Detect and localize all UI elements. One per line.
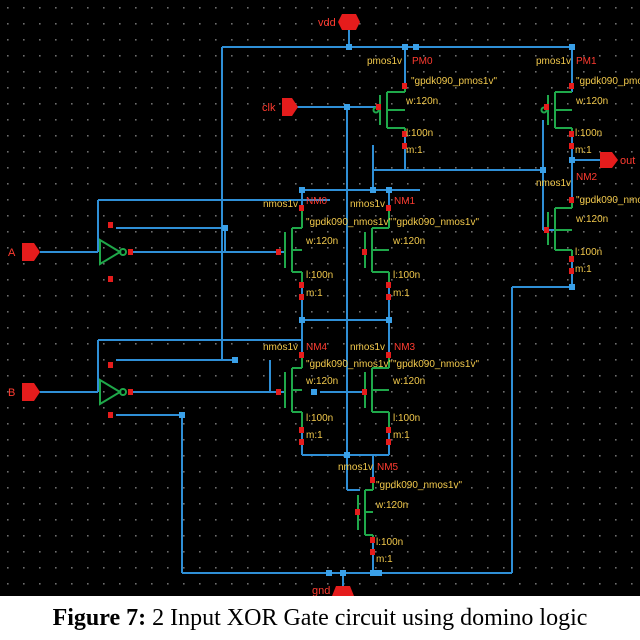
nm0-model-label: "gpdk090_nmos1v" <box>306 217 392 228</box>
nm4-type-label: nmos1v <box>263 342 298 353</box>
out-pin-label: out <box>620 155 635 167</box>
nm0-transistor[interactable] <box>284 208 303 285</box>
b-pin-label: B <box>8 387 15 399</box>
pm1-mult-label: m:1 <box>575 145 592 156</box>
nm1-mult-label: m:1 <box>393 288 410 299</box>
junction-dot <box>344 452 350 458</box>
wires <box>40 30 605 590</box>
schematic-drawing: vdd clk A B out gnd pmos1v PM0 "gpdk090_… <box>0 0 640 596</box>
pin-stubs <box>108 83 574 555</box>
nm0-instance-label: NM0 <box>306 196 328 207</box>
nm2-instance-label: NM2 <box>576 172 598 183</box>
pm0-model-label: "gpdk090_pmos1v" <box>411 76 497 87</box>
pm1-length-label: l:100n <box>575 128 602 139</box>
io-pins <box>22 14 618 596</box>
nm4-mult-label: m:1 <box>306 430 323 441</box>
junction-dot <box>311 389 317 395</box>
schematic-canvas: vdd clk A B out gnd pmos1v PM0 "gpdk090_… <box>0 0 640 596</box>
junction-dots <box>179 44 575 576</box>
nm5-instance-label: NM5 <box>377 462 399 473</box>
nm3-mult-label: m:1 <box>393 430 410 441</box>
junction-dot <box>376 570 382 576</box>
nm1-model-label: "gpdk090_nmos1v" <box>393 217 479 228</box>
nm1-instance-label: NM1 <box>394 196 416 207</box>
b-pin-shape[interactable] <box>22 383 40 401</box>
nm2-type-label: nmos1v <box>536 178 571 189</box>
nm2-width-label: w:120n <box>575 214 608 225</box>
vdd-pin-label: vdd <box>318 17 336 29</box>
nm4-length-label: l:100n <box>306 413 333 424</box>
junction-dot <box>402 44 408 50</box>
nm5-width-label: w:120n <box>375 500 408 511</box>
nm0-width-label: w:120n <box>305 236 338 247</box>
nm5-mult-label: m:1 <box>376 554 393 565</box>
a-pin-shape[interactable] <box>22 243 40 261</box>
nm5-type-label: nmos1v <box>338 462 373 473</box>
junction-dot <box>299 317 305 323</box>
pm0-width-label: w:120n <box>405 96 438 107</box>
nm4-instance-label: NM4 <box>306 342 328 353</box>
nm3-model-label: "gpdk090_nmos1v" <box>393 359 479 370</box>
nm2-model-label: "gpdk090_nmos1 <box>576 195 640 206</box>
figure-caption-text: 2 Input XOR Gate circuit using domino lo… <box>146 605 588 631</box>
junction-dot <box>344 104 350 110</box>
nm0-length-label: l:100n <box>306 270 333 281</box>
inverter-a[interactable] <box>99 238 127 266</box>
nm0-type-label: nmos1v <box>263 199 298 210</box>
junction-dot <box>569 157 575 163</box>
junction-dot <box>540 167 546 173</box>
junction-dot <box>222 225 228 231</box>
vdd-pin-shape[interactable] <box>338 14 360 30</box>
nm2-mult-label: m:1 <box>575 264 592 275</box>
nm3-type-label: nmos1v <box>350 342 385 353</box>
nm2-length-label: l:100n <box>575 247 602 258</box>
junction-dot <box>386 187 392 193</box>
gnd-pin-shape[interactable] <box>332 586 354 596</box>
nm1-width-label: w:120n <box>392 236 425 247</box>
nm1-length-label: l:100n <box>393 270 420 281</box>
junction-dot <box>299 187 305 193</box>
figure-caption-label: Figure 7: <box>52 605 147 631</box>
nm3-width-label: w:120n <box>392 376 425 387</box>
junction-dot <box>413 44 419 50</box>
inverter-b[interactable] <box>99 378 127 406</box>
out-pin-shape[interactable] <box>600 152 618 168</box>
junction-dot <box>569 284 575 290</box>
pm0-mult-label: m:1 <box>406 145 423 156</box>
clk-pin-shape[interactable] <box>282 98 298 116</box>
junction-dot <box>370 187 376 193</box>
nm5-length-label: l:100n <box>376 537 403 548</box>
junction-dot <box>326 570 332 576</box>
grid-background <box>0 0 640 596</box>
figure-caption: Figure 7: 2 Input XOR Gate circuit using… <box>0 597 640 640</box>
junction-dot <box>232 357 238 363</box>
pm1-instance-label: PM1 <box>576 56 597 67</box>
nm0-mult-label: m:1 <box>306 288 323 299</box>
pm0-length-label: l:100n <box>406 128 433 139</box>
junction-dot <box>569 44 575 50</box>
pm0-instance-label: PM0 <box>412 56 433 67</box>
junction-dot <box>346 44 352 50</box>
a-pin-label: A <box>8 247 16 259</box>
gnd-pin-label: gnd <box>312 585 330 596</box>
pm1-width-label: w:120n <box>575 96 608 107</box>
junction-dot <box>370 570 376 576</box>
nm5-model-label: "gpdk090_nmos1v" <box>376 480 462 491</box>
pm0-type-label: pmos1v <box>367 56 402 67</box>
clk-pin-label: clk <box>262 102 276 114</box>
nm3-instance-label: NM3 <box>394 342 416 353</box>
junction-dot <box>386 317 392 323</box>
nm4-model-label: "gpdk090_nmos1v" <box>306 359 392 370</box>
nm4-width-label: w:120n <box>305 376 338 387</box>
nm3-length-label: l:100n <box>393 413 420 424</box>
pm1-type-label: pmos1v <box>536 56 571 67</box>
junction-dot <box>340 570 346 576</box>
junction-dot <box>179 412 185 418</box>
pm1-model-label: "gpdk090_pmos1 <box>576 76 640 87</box>
nm1-type-label: nmos1v <box>350 199 385 210</box>
